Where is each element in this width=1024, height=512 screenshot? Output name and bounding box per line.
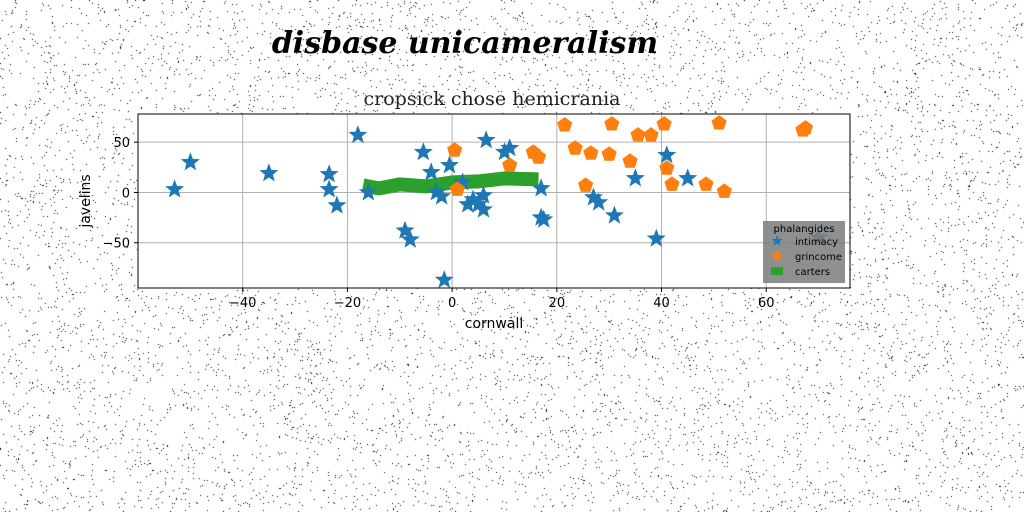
point-grincome: [656, 116, 672, 131]
point-intimacy: [458, 194, 478, 213]
point-intimacy: [468, 194, 488, 213]
x-tick-label: 40: [653, 296, 670, 311]
point-intimacy: [319, 179, 339, 198]
point-intimacy: [327, 195, 347, 214]
point-grincome: [449, 181, 465, 196]
y-tick-label: 50: [113, 136, 130, 151]
point-grincome: [601, 146, 617, 161]
chart-title: cropsick chose hemicrania: [364, 88, 621, 110]
point-intimacy: [440, 155, 459, 174]
x-tick-label: 20: [549, 296, 566, 311]
point-intimacy: [476, 130, 496, 149]
point-intimacy: [474, 185, 493, 204]
point-grincome: [447, 142, 463, 157]
plot-area: [165, 115, 829, 288]
y-tick-label: 0: [122, 186, 130, 201]
grid: [138, 114, 850, 288]
point-intimacy: [395, 220, 415, 239]
point-grincome: [698, 176, 714, 191]
x-tick-label: 60: [758, 296, 775, 311]
point-grincome: [711, 115, 727, 130]
point-intimacy: [474, 199, 493, 218]
legend-title: phalangides: [774, 224, 835, 235]
legend-marker-carters: [771, 267, 783, 275]
figure-title: disbase unicameralism: [271, 26, 659, 61]
point-intimacy: [646, 228, 666, 247]
point-intimacy: [413, 142, 433, 161]
point-intimacy: [180, 152, 200, 171]
point-grincome: [530, 149, 547, 164]
point-intimacy: [319, 164, 339, 183]
point-intimacy: [400, 229, 420, 248]
legend-marker-intimacy: [771, 235, 783, 246]
point-intimacy: [259, 163, 279, 182]
plot-frame: [137, 113, 851, 289]
point-grincome: [557, 117, 573, 132]
series-line-carters: [361, 171, 539, 196]
point-grincome: [604, 116, 620, 131]
legend: phalangides intimacy grincome carters: [763, 221, 845, 283]
point-grincome: [643, 127, 659, 142]
point-intimacy: [678, 168, 698, 187]
x-axis-label: cornwall: [465, 316, 523, 332]
point-intimacy: [432, 186, 452, 205]
point-intimacy: [453, 172, 473, 191]
legend-entries: intimacy grincome carters: [771, 235, 842, 278]
axis-ticks: −40 −20 0 20 40 60 −50 0 50: [103, 136, 775, 311]
point-intimacy: [531, 178, 551, 197]
point-intimacy: [534, 209, 554, 228]
legend-marker-grincome: [772, 251, 782, 260]
point-intimacy: [584, 187, 603, 206]
point-grincome: [797, 120, 814, 135]
point-grincome: [659, 160, 675, 175]
legend-label-grincome: grincome: [795, 252, 842, 263]
point-intimacy: [434, 270, 454, 288]
x-tick-label: −40: [229, 296, 256, 311]
point-intimacy: [348, 125, 368, 144]
point-grincome: [583, 145, 599, 160]
point-intimacy: [589, 192, 609, 211]
point-intimacy: [165, 179, 185, 198]
point-grincome: [578, 177, 594, 192]
point-grincome: [622, 153, 638, 168]
point-grincome: [567, 140, 583, 155]
point-intimacy: [657, 145, 677, 164]
y-axis-label: javelins: [78, 174, 94, 228]
point-intimacy: [625, 168, 645, 187]
legend-label-intimacy: intimacy: [795, 237, 838, 248]
y-tick-label: −50: [103, 237, 130, 252]
point-intimacy: [426, 182, 446, 201]
point-intimacy: [421, 162, 441, 181]
point-intimacy: [495, 142, 514, 161]
point-grincome: [502, 157, 518, 172]
point-intimacy: [463, 189, 483, 208]
point-intimacy: [500, 138, 520, 157]
point-grincome: [716, 183, 732, 198]
x-tick-label: 0: [448, 296, 456, 311]
point-intimacy: [604, 205, 624, 224]
point-grincome: [630, 127, 646, 142]
legend-label-carters: carters: [795, 267, 830, 278]
point-grincome: [664, 176, 680, 191]
point-intimacy: [358, 182, 378, 201]
x-tick-label: −20: [334, 296, 361, 311]
